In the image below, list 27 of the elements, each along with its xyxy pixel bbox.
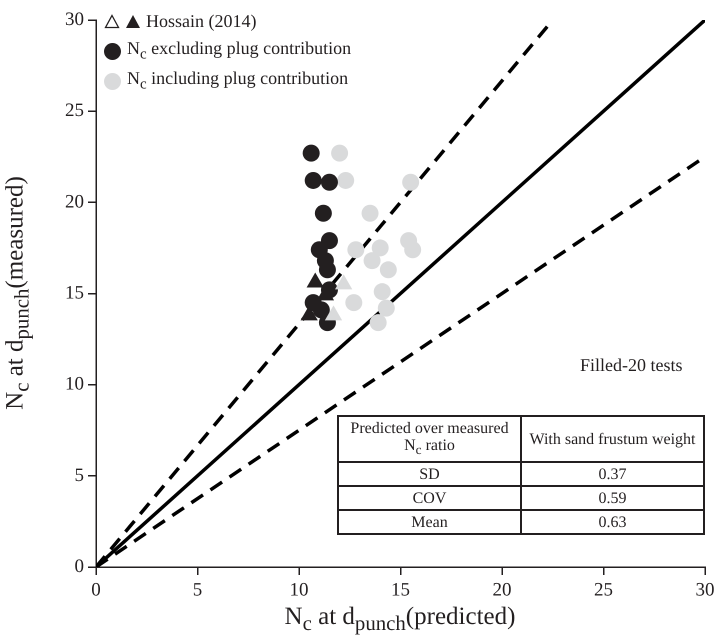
y-tick-label: 10 bbox=[65, 374, 84, 395]
annotation: SD bbox=[338, 462, 521, 486]
annotation: Mean bbox=[338, 510, 521, 534]
annotation: With sand frustum weight bbox=[521, 416, 704, 462]
x-tick-label: 20 bbox=[492, 579, 512, 600]
y-tick-label: 25 bbox=[65, 100, 84, 122]
legend-label: N$_{c}$ including plug contribution bbox=[127, 68, 348, 94]
annotation: Filled-20 tests bbox=[580, 355, 682, 376]
annotation: 0.63 bbox=[521, 510, 704, 534]
annotation: 0.59 bbox=[521, 486, 704, 510]
x-axis-title: N$_{c}$ at d$_{punch}$(predicted) bbox=[284, 603, 516, 636]
legend-label: Hossain (2014) bbox=[146, 10, 256, 32]
x-tick-label: 15 bbox=[391, 579, 410, 600]
y-tick-label: 0 bbox=[74, 556, 84, 577]
x-tick-label: 25 bbox=[594, 579, 613, 600]
y-tick-label: 5 bbox=[74, 464, 84, 486]
y-tick-label: 15 bbox=[65, 282, 84, 304]
x-tick-label: 10 bbox=[290, 579, 308, 600]
annotation: 0.37 bbox=[521, 462, 704, 486]
x-tick-label: 0 bbox=[91, 579, 101, 600]
x-tick-label: 5 bbox=[192, 579, 202, 600]
y-tick-label: 20 bbox=[65, 191, 84, 212]
annotation: COV bbox=[338, 486, 521, 510]
y-tick-label: 30 bbox=[65, 8, 84, 30]
legend-label: N$_{c}$ excluding plug contribution bbox=[127, 38, 352, 64]
annotation: Predicted over measured N$_{c}$ ratio bbox=[338, 416, 521, 462]
x-tick-label: 30 bbox=[696, 579, 714, 600]
